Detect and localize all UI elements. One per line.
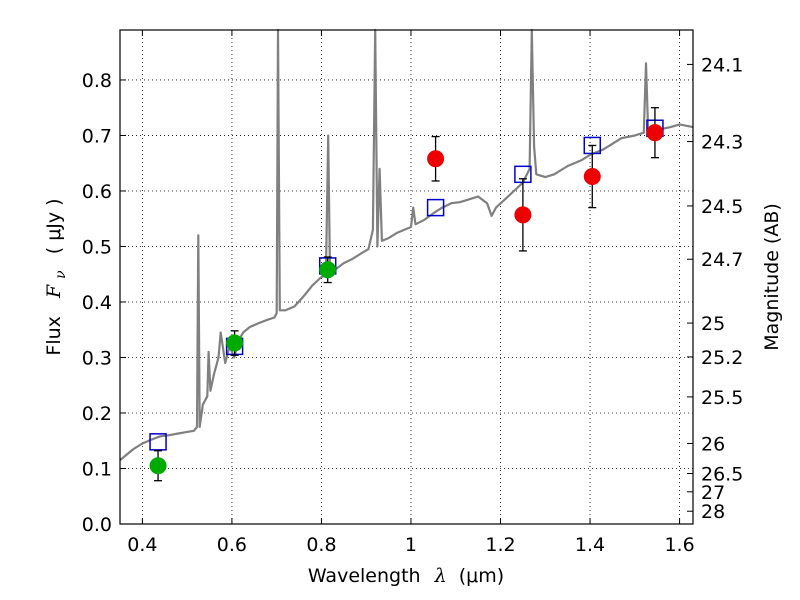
model-photometry-square <box>149 433 167 451</box>
x-axis-title-symbol: λ <box>434 565 447 587</box>
y-tick-label: 0.2 <box>82 403 112 425</box>
spectrum-line <box>119 28 694 462</box>
x-axis-title-text: Wavelength <box>308 565 421 587</box>
y2-tick-label: 26.5 <box>701 463 743 485</box>
y-tick-label: 0.6 <box>82 181 112 203</box>
y2-tick-label: 24.3 <box>701 132 743 154</box>
observed-point <box>583 168 601 186</box>
plot-data <box>119 28 694 482</box>
y2-tick-label: 28 <box>701 501 725 523</box>
y2-tick-label: 24.7 <box>701 249 743 271</box>
y-tick-label: 0.3 <box>82 347 112 369</box>
y-axis-title-text: Flux <box>43 316 65 356</box>
y2-tick-label: 25.5 <box>701 387 743 409</box>
grid <box>120 30 693 525</box>
axis-ticks: 0.4 0.6 0.8 1 1.2 1.4 1.6 0.0 0.1 0.2 0.3 0.4 0.5 0.6… <box>82 30 743 556</box>
x-axis-title: Wavelength λ (μm) <box>308 565 504 587</box>
y2-tick-label: 26 <box>701 434 725 456</box>
observed-point <box>149 457 167 475</box>
y-tick-label: 0.1 <box>82 458 112 480</box>
observed-point <box>226 334 244 352</box>
y2-tick-label: 24.1 <box>701 54 743 76</box>
x-tick-label: 0.4 <box>127 534 157 556</box>
y-tick-label: 0.5 <box>82 236 112 258</box>
x-tick-label: 1.4 <box>575 534 605 556</box>
y2-tick-label: 25 <box>701 313 725 335</box>
observed-point <box>319 261 337 279</box>
y-tick-label: 0.4 <box>82 292 112 314</box>
y2-tick-label: 25.2 <box>701 347 743 369</box>
y2-axis-title: Magnitude (AB) <box>761 203 783 351</box>
y2-tick-label: 24.5 <box>701 196 743 218</box>
y-tick-label: 0.0 <box>82 514 112 536</box>
observed-point <box>427 150 445 168</box>
x-axis-title-unit: (μm) <box>459 565 504 587</box>
model-photometry-square <box>426 198 445 217</box>
x-tick-label: 0.8 <box>306 534 336 556</box>
x-tick-label: 1.6 <box>664 534 694 556</box>
y-axis-title-symbol: F <box>43 284 65 299</box>
plot-frame <box>119 29 694 525</box>
x-tick-label: 1.2 <box>485 534 515 556</box>
y-axis-title: Flux F ν ( μJy ) <box>43 198 70 355</box>
x-tick-label: 1 <box>405 534 417 556</box>
y2-tick-label: 27 <box>701 482 725 504</box>
y-axis-title-subscript: ν <box>53 270 69 279</box>
y-tick-label: 0.7 <box>82 125 112 147</box>
y-tick-label: 0.8 <box>82 70 112 92</box>
observed-point <box>646 124 664 142</box>
observed-point <box>514 206 532 224</box>
x-tick-label: 0.6 <box>217 534 247 556</box>
y-axis-title-unit: ( μJy ) <box>43 198 65 254</box>
